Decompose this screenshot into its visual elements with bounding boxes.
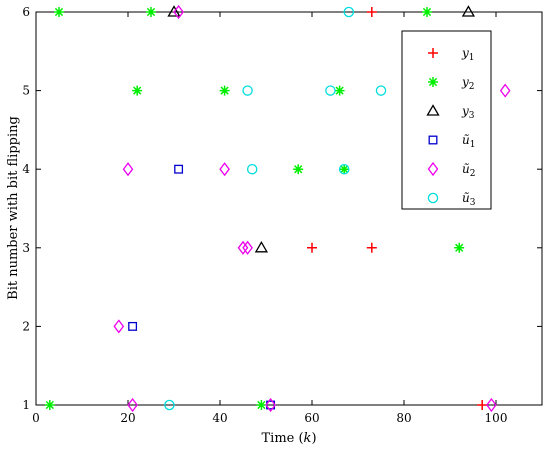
legend-marker-circle bbox=[427, 192, 439, 204]
x-axis-label-main: Time ( bbox=[261, 431, 303, 446]
data-point-star bbox=[132, 85, 143, 96]
legend-marker-diamond bbox=[427, 161, 439, 177]
y-tick-label: 5 bbox=[22, 84, 30, 98]
legend-entry-label: ũ2 bbox=[462, 162, 475, 179]
data-point-circle bbox=[343, 6, 355, 18]
data-point-diamond bbox=[242, 240, 253, 255]
data-point-square bbox=[128, 321, 138, 331]
legend-marker-square bbox=[428, 135, 438, 145]
series-plus bbox=[307, 7, 488, 410]
y-tick-label: 6 bbox=[22, 5, 30, 19]
data-point-star bbox=[334, 85, 345, 96]
data-point-star bbox=[256, 400, 267, 410]
data-point-diamond bbox=[499, 83, 511, 98]
data-point-diamond bbox=[173, 4, 184, 20]
series-square bbox=[128, 164, 276, 410]
data-point-circle bbox=[325, 85, 336, 96]
data-point-plus bbox=[477, 400, 488, 410]
data-markers bbox=[44, 4, 511, 413]
y-tick-label: 2 bbox=[22, 319, 30, 333]
data-point-star bbox=[54, 7, 64, 17]
data-point-star bbox=[422, 7, 432, 17]
series-circle bbox=[164, 6, 387, 411]
data-point-triangle bbox=[254, 241, 269, 253]
legend-marker-star bbox=[428, 77, 438, 87]
data-point-triangle bbox=[167, 5, 181, 17]
x-axis-label: Time (k) bbox=[261, 431, 316, 446]
data-point-diamond bbox=[113, 319, 125, 334]
series-diamond bbox=[113, 4, 511, 413]
data-point-triangle bbox=[461, 5, 476, 17]
y-tick-label: 3 bbox=[22, 241, 30, 255]
data-point-plus bbox=[307, 242, 317, 253]
x-axis-label-unit: k bbox=[304, 431, 312, 446]
data-point-circle bbox=[242, 85, 253, 96]
x-tick-label: 80 bbox=[396, 411, 411, 425]
x-tick-label: 40 bbox=[212, 411, 227, 425]
legend-marker-plus bbox=[428, 48, 438, 58]
data-point-circle bbox=[164, 399, 175, 411]
data-point-star bbox=[293, 164, 304, 175]
y-axis: 1 2 3 4 5 6 bbox=[22, 5, 542, 412]
data-point-diamond bbox=[122, 162, 134, 177]
legend-entry-label: y1 bbox=[461, 46, 475, 63]
legend-marker-triangle bbox=[426, 104, 440, 116]
y-tick-label: 1 bbox=[22, 398, 30, 412]
legend-entry-label: ũ3 bbox=[462, 191, 476, 208]
data-point-diamond bbox=[127, 397, 138, 413]
x-tick-label: 20 bbox=[120, 411, 135, 425]
x-tick-label: 0 bbox=[32, 411, 40, 425]
data-point-diamond bbox=[486, 397, 497, 413]
series-triangle bbox=[167, 5, 476, 253]
legend-entry-label: ũ1 bbox=[462, 133, 475, 150]
y-axis-label: Bit number with bit flipping bbox=[6, 116, 21, 300]
legend-box bbox=[401, 30, 492, 210]
data-point-star bbox=[44, 400, 55, 410]
data-point-circle bbox=[246, 163, 258, 175]
legend-entry-label: y3 bbox=[461, 104, 475, 121]
x-axis: 0 20 40 60 80 100 bbox=[32, 12, 507, 425]
data-point-diamond bbox=[237, 240, 249, 255]
data-point-diamond bbox=[219, 162, 230, 177]
legend-entry-label: y2 bbox=[461, 75, 475, 92]
data-point-star bbox=[219, 85, 230, 96]
data-point-star bbox=[454, 242, 465, 253]
legend: y1 y2 y3 ũ1 ũ2 ũ3 bbox=[401, 30, 492, 210]
x-tick-label: 60 bbox=[304, 411, 319, 425]
series-star bbox=[44, 7, 465, 410]
data-point-plus bbox=[366, 242, 377, 253]
data-point-circle bbox=[338, 163, 350, 175]
data-point-diamond bbox=[265, 397, 276, 413]
data-point-square bbox=[174, 164, 184, 174]
x-tick-label: 100 bbox=[485, 411, 508, 425]
data-point-star bbox=[146, 7, 156, 17]
data-point-plus bbox=[366, 7, 377, 17]
data-point-star bbox=[339, 164, 350, 175]
x-axis-label-close: ) bbox=[311, 431, 316, 446]
y-tick-label: 4 bbox=[22, 162, 30, 176]
data-point-circle bbox=[375, 85, 387, 96]
